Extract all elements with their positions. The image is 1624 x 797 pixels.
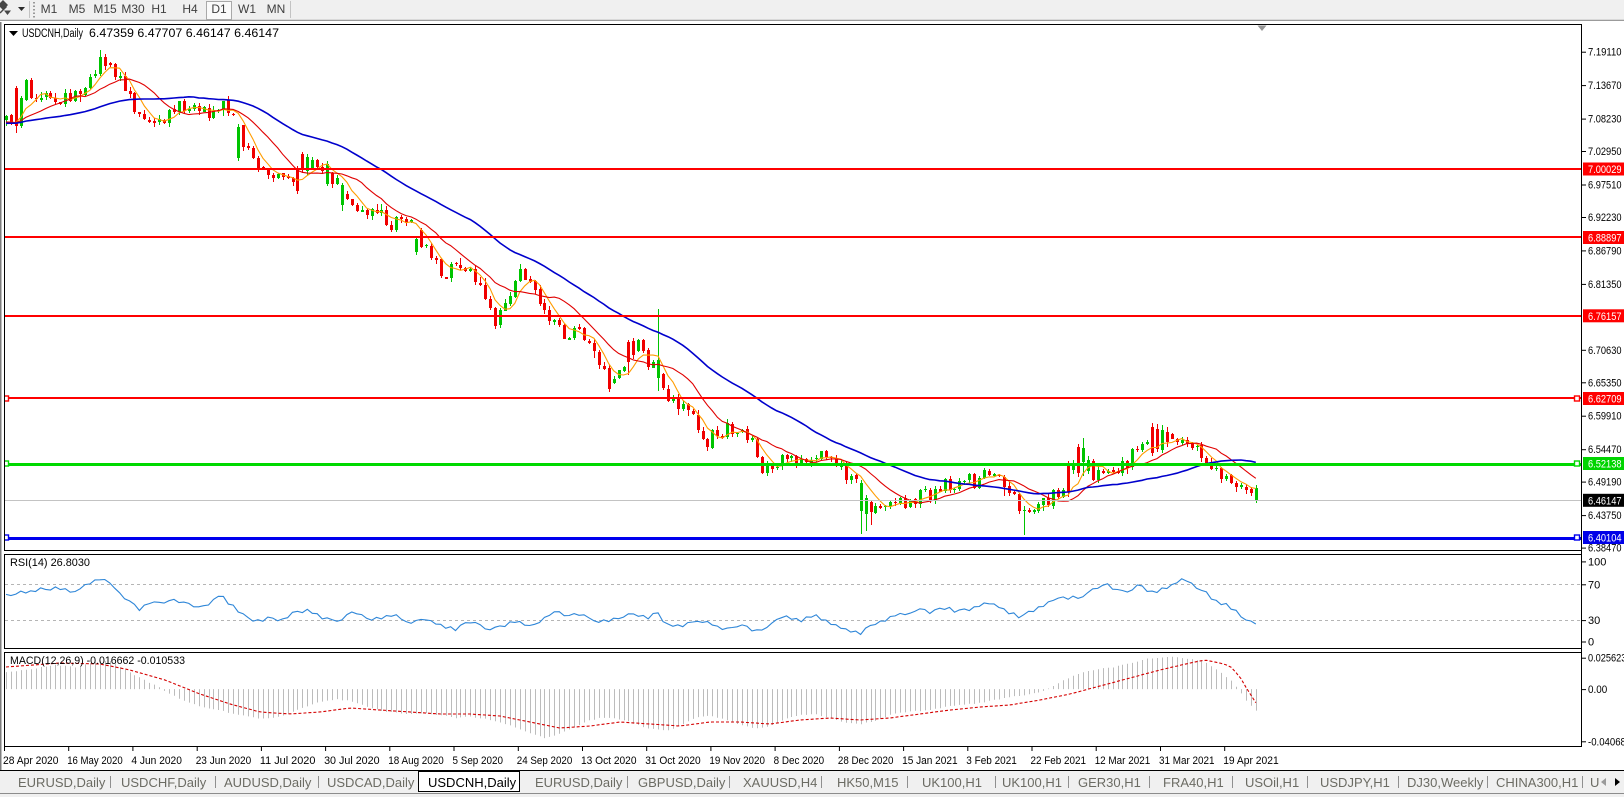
svg-text:13 Oct 2020: 13 Oct 2020 bbox=[581, 755, 637, 767]
svg-text:70: 70 bbox=[1588, 579, 1600, 591]
svg-text:19 Nov 2020: 19 Nov 2020 bbox=[709, 755, 765, 767]
svg-text:28 Dec 2020: 28 Dec 2020 bbox=[838, 755, 894, 767]
svg-text:6.81350: 6.81350 bbox=[1588, 279, 1622, 291]
svg-text:6.52138: 6.52138 bbox=[1588, 459, 1622, 471]
svg-text:6.43750: 6.43750 bbox=[1588, 510, 1622, 522]
svg-text:5 Sep 2020: 5 Sep 2020 bbox=[453, 755, 504, 767]
svg-text:7.19110: 7.19110 bbox=[1588, 47, 1622, 59]
svg-text:0.00: 0.00 bbox=[1588, 684, 1607, 696]
svg-text:USDCNH,Daily: USDCNH,Daily bbox=[22, 28, 83, 40]
svg-text:6.46147: 6.46147 bbox=[1588, 495, 1622, 507]
svg-text:18 Aug 2020: 18 Aug 2020 bbox=[388, 755, 444, 767]
svg-text:6.59910: 6.59910 bbox=[1588, 411, 1622, 423]
svg-text:6.62709: 6.62709 bbox=[1588, 394, 1622, 406]
svg-text:-0.040687: -0.040687 bbox=[1588, 736, 1624, 748]
svg-text:0.025623: 0.025623 bbox=[1588, 653, 1624, 665]
svg-text:8 Dec 2020: 8 Dec 2020 bbox=[774, 755, 825, 767]
svg-text:6.40104: 6.40104 bbox=[1588, 533, 1622, 545]
svg-text:6.38470: 6.38470 bbox=[1588, 543, 1622, 555]
svg-text:12 Mar 2021: 12 Mar 2021 bbox=[1095, 755, 1151, 767]
svg-text:19 Apr 2021: 19 Apr 2021 bbox=[1223, 755, 1279, 767]
svg-text:100: 100 bbox=[1588, 556, 1606, 568]
svg-text:7.02950: 7.02950 bbox=[1588, 146, 1622, 158]
svg-text:RSI(14) 26.8030: RSI(14) 26.8030 bbox=[10, 557, 90, 569]
svg-text:6.70630: 6.70630 bbox=[1588, 345, 1622, 357]
svg-text:30: 30 bbox=[1588, 615, 1600, 627]
svg-text:31 Oct 2020: 31 Oct 2020 bbox=[645, 755, 701, 767]
svg-text:6.97510: 6.97510 bbox=[1588, 180, 1622, 192]
svg-text:11 Jul 2020: 11 Jul 2020 bbox=[260, 755, 316, 767]
svg-text:6.65350: 6.65350 bbox=[1588, 377, 1622, 389]
svg-text:7.08230: 7.08230 bbox=[1588, 114, 1622, 126]
svg-text:3 Feb 2021: 3 Feb 2021 bbox=[966, 755, 1017, 767]
svg-text:31 Mar 2021: 31 Mar 2021 bbox=[1159, 755, 1215, 767]
svg-text:15 Jan 2021: 15 Jan 2021 bbox=[902, 755, 958, 767]
svg-text:4 Jun 2020: 4 Jun 2020 bbox=[131, 755, 182, 767]
svg-text:7.13670: 7.13670 bbox=[1588, 80, 1622, 92]
svg-text:30 Jul 2020: 30 Jul 2020 bbox=[324, 755, 380, 767]
svg-text:22 Feb 2021: 22 Feb 2021 bbox=[1031, 755, 1087, 767]
svg-text:6.49190: 6.49190 bbox=[1588, 477, 1622, 489]
svg-text:MACD(12,26,9) -0.016662 -0.010: MACD(12,26,9) -0.016662 -0.010533 bbox=[10, 655, 185, 667]
svg-text:7.00029: 7.00029 bbox=[1588, 164, 1622, 176]
svg-text:28 Apr 2020: 28 Apr 2020 bbox=[3, 755, 59, 767]
svg-text:24 Sep 2020: 24 Sep 2020 bbox=[517, 755, 573, 767]
svg-text:6.92230: 6.92230 bbox=[1588, 212, 1622, 224]
svg-text:23 Jun 2020: 23 Jun 2020 bbox=[196, 755, 252, 767]
svg-text:6.47359 6.47707 6.46147 6.4614: 6.47359 6.47707 6.46147 6.46147 bbox=[89, 28, 279, 40]
svg-text:6.54470: 6.54470 bbox=[1588, 444, 1622, 456]
svg-text:16 May 2020: 16 May 2020 bbox=[67, 755, 123, 767]
svg-text:6.76157: 6.76157 bbox=[1588, 311, 1622, 323]
svg-text:0: 0 bbox=[1588, 637, 1594, 649]
svg-text:6.86790: 6.86790 bbox=[1588, 245, 1622, 257]
svg-text:6.88897: 6.88897 bbox=[1588, 233, 1622, 245]
